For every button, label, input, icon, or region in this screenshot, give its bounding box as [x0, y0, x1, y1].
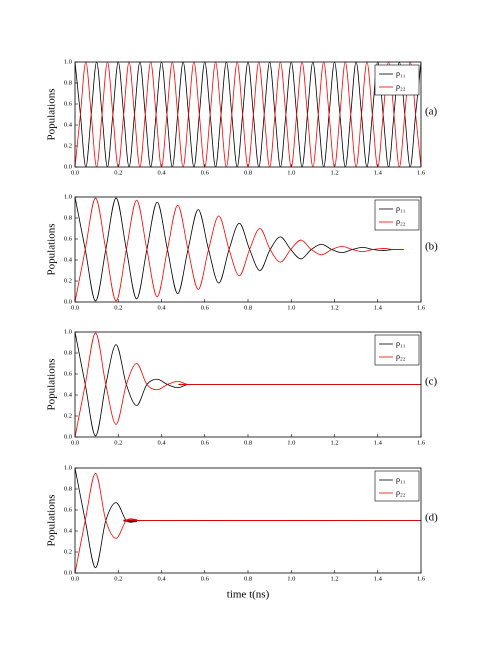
y-tick-label: 0.2 — [64, 412, 72, 419]
y-tick-label: 0.6 — [64, 370, 73, 377]
x-tick-label: 0.8 — [244, 169, 252, 176]
x-tick-label: 0.4 — [157, 169, 166, 176]
y-axis-label: Populations — [46, 224, 58, 276]
plot-frame — [74, 331, 422, 438]
series-line — [75, 332, 421, 437]
y-axis-label: Populations — [46, 89, 58, 141]
plot-frame — [74, 467, 422, 574]
x-tick-label: 1.0 — [287, 304, 295, 311]
y-tick-label: 0.0 — [64, 433, 72, 440]
legend-label: ρ₂₂ — [396, 352, 406, 361]
y-tick-label: 0.8 — [64, 214, 72, 221]
y-tick-label: 0.4 — [64, 527, 73, 534]
legend-label: ρ₂₂ — [396, 217, 406, 226]
y-tick-label: 0.2 — [64, 142, 72, 149]
x-tick-label: 1.0 — [287, 439, 295, 446]
x-tick-label: 1.2 — [330, 575, 338, 582]
x-tick-label: 1.0 — [287, 169, 295, 176]
y-tick-label: 0.4 — [64, 121, 73, 128]
plot-frame — [74, 61, 422, 168]
y-axis-label: Populations — [46, 359, 58, 411]
series-line — [75, 62, 421, 167]
x-tick-label: 1.6 — [417, 439, 426, 446]
x-tick-label: 0.0 — [71, 169, 79, 176]
y-tick-label: 0.6 — [64, 100, 73, 107]
x-tick-label: 0.4 — [157, 575, 166, 582]
x-tick-label: 0.6 — [201, 304, 210, 311]
y-tick-label: 0.0 — [64, 163, 72, 170]
series-line — [75, 468, 421, 569]
x-tick-label: 0.2 — [114, 575, 122, 582]
y-tick-label: 1.0 — [64, 328, 72, 335]
series-line — [75, 472, 421, 573]
panel-label: (a) — [425, 106, 438, 118]
plot-frame — [74, 196, 422, 303]
x-tick-label: 0.6 — [201, 575, 210, 582]
x-tick-label: 1.4 — [374, 439, 383, 446]
legend-label: ρ₁₁ — [396, 204, 406, 213]
panel: 0.0 0.2 0.4 0.6 0.8 1.0 1.2 1.4 1.6 0.0 0.2 0.4 0.6 0… — [46, 328, 438, 446]
x-tick-label: 1.6 — [417, 169, 426, 176]
y-tick-label: 1.0 — [64, 193, 72, 200]
x-tick-label: 1.6 — [417, 304, 426, 311]
panel: 0.0 0.2 0.4 0.6 0.8 1.0 1.2 1.4 1.6 0.0 0.2 0.4 0.6 0… — [46, 58, 438, 176]
x-tick-label: 0.6 — [201, 169, 210, 176]
y-tick-label: 1.0 — [64, 464, 72, 471]
x-tick-label: 1.2 — [330, 439, 338, 446]
x-tick-label: 0.2 — [114, 439, 122, 446]
y-tick-label: 0.6 — [64, 235, 73, 242]
x-tick-label: 0.8 — [244, 575, 252, 582]
x-tick-label: 0.8 — [244, 304, 252, 311]
x-tick-label: 1.2 — [330, 304, 338, 311]
x-tick-label: 0.0 — [71, 304, 79, 311]
panel: 0.0 0.2 0.4 0.6 0.8 1.0 1.2 1.4 1.6 0.0 0.2 0.4 0.6 0… — [46, 464, 439, 600]
x-tick-label: 0.4 — [157, 439, 166, 446]
legend-label: ρ₁₁ — [396, 339, 406, 348]
y-tick-label: 0.2 — [64, 548, 72, 555]
series-line — [75, 62, 421, 167]
x-tick-label: 1.4 — [374, 575, 383, 582]
legend-box — [374, 334, 420, 366]
x-tick-label: 1.4 — [374, 304, 383, 311]
panel-label: (d) — [425, 512, 438, 524]
x-axis-label: time t(ns) — [227, 589, 270, 601]
x-tick-label: 1.6 — [417, 575, 426, 582]
x-tick-label: 1.2 — [330, 169, 338, 176]
legend-label: ρ₂₂ — [396, 488, 406, 497]
panel: 0.0 0.2 0.4 0.6 0.8 1.0 1.2 1.4 1.6 0.0 0.2 0.4 0.6 0… — [46, 193, 439, 311]
legend-label: ρ₁₁ — [396, 475, 406, 484]
series-line — [75, 197, 404, 302]
y-tick-label: 1.0 — [64, 58, 72, 65]
y-tick-label: 0.6 — [64, 506, 73, 513]
series-line — [75, 197, 404, 302]
x-tick-label: 0.4 — [157, 304, 166, 311]
x-tick-label: 0.6 — [201, 439, 210, 446]
y-tick-label: 0.0 — [64, 569, 72, 576]
y-tick-label: 0.0 — [64, 298, 72, 305]
panel-label: (b) — [425, 241, 438, 253]
y-tick-label: 0.8 — [64, 79, 72, 86]
y-tick-label: 0.4 — [64, 256, 73, 263]
legend-label: ρ₂₂ — [396, 82, 406, 91]
panel-label: (c) — [425, 376, 438, 388]
y-tick-label: 0.4 — [64, 391, 73, 398]
x-tick-label: 1.4 — [374, 169, 383, 176]
x-tick-label: 0.2 — [114, 304, 122, 311]
x-tick-label: 0.0 — [71, 439, 79, 446]
y-tick-label: 0.2 — [64, 277, 72, 284]
x-tick-label: 1.0 — [287, 575, 295, 582]
y-tick-label: 0.8 — [64, 349, 72, 356]
y-tick-label: 0.8 — [64, 485, 72, 492]
legend-box — [374, 64, 420, 96]
legend-box — [374, 470, 420, 502]
x-tick-label: 0.0 — [71, 575, 79, 582]
y-axis-label: Populations — [46, 495, 58, 547]
legend-label: ρ₁₁ — [396, 69, 406, 78]
legend-box — [374, 199, 420, 231]
x-tick-label: 0.8 — [244, 439, 252, 446]
x-tick-label: 0.2 — [114, 169, 122, 176]
